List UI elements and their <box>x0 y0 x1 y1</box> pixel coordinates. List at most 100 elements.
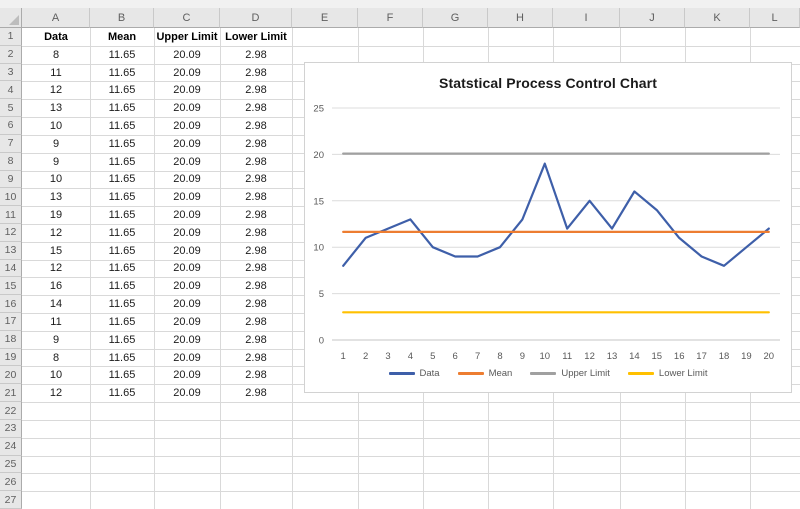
row-header-25[interactable]: 25 <box>0 455 22 474</box>
cell-r12-cA[interactable]: 12 <box>49 226 63 239</box>
legend-item-mean[interactable]: Mean <box>457 368 512 379</box>
cell-r17-cA[interactable]: 11 <box>50 315 62 328</box>
x-axis-tick-label[interactable]: 19 <box>741 351 752 362</box>
cell-r19-cC[interactable]: 20.09 <box>173 351 201 364</box>
row-header-10[interactable]: 10 <box>0 188 22 207</box>
cell-r13-cD[interactable]: 2.98 <box>245 244 267 257</box>
row-header-7[interactable]: 7 <box>0 134 22 153</box>
cell-r4-cC[interactable]: 20.09 <box>173 84 201 97</box>
cell-r18-cD[interactable]: 2.98 <box>245 333 267 346</box>
x-axis-tick-label[interactable]: 4 <box>408 351 413 362</box>
row-header-23[interactable]: 23 <box>0 419 22 438</box>
column-header-A[interactable]: A <box>22 8 90 28</box>
cell-r9-cB[interactable]: 11.65 <box>108 173 136 186</box>
row-header-13[interactable]: 13 <box>0 241 22 260</box>
cell-r15-cA[interactable]: 16 <box>49 280 63 293</box>
cell-r11-cC[interactable]: 20.09 <box>173 209 201 222</box>
series-line-data[interactable] <box>342 162 770 267</box>
row-header-15[interactable]: 15 <box>0 277 22 296</box>
row-header-6[interactable]: 6 <box>0 117 22 135</box>
cell-r11-cB[interactable]: 11.65 <box>108 209 136 222</box>
row-header-1[interactable]: 1 <box>0 28 22 46</box>
cell-r12-cB[interactable]: 11.65 <box>108 226 136 239</box>
row-header-26[interactable]: 26 <box>0 473 22 492</box>
cell-r20-cC[interactable]: 20.09 <box>173 369 201 382</box>
cell-r13-cA[interactable]: 15 <box>49 244 63 257</box>
cell-r6-cC[interactable]: 20.09 <box>173 119 201 132</box>
x-axis-tick-label[interactable]: 10 <box>540 351 551 362</box>
cell-r3-cA[interactable]: 11 <box>50 66 62 79</box>
y-axis-tick-label[interactable]: 20 <box>313 150 324 161</box>
select-all-button[interactable] <box>0 8 22 28</box>
cell-r16-cC[interactable]: 20.09 <box>173 298 201 311</box>
row-header-14[interactable]: 14 <box>0 259 22 278</box>
column-header-F[interactable]: F <box>358 8 423 28</box>
cell-r20-cD[interactable]: 2.98 <box>245 369 267 382</box>
cell-r10-cA[interactable]: 13 <box>49 191 63 204</box>
column-header-D[interactable]: D <box>220 8 292 28</box>
cell-r18-cB[interactable]: 11.65 <box>108 333 136 346</box>
column-header-C[interactable]: C <box>154 8 220 28</box>
cell-r7-cA[interactable]: 9 <box>52 137 60 150</box>
cell-r10-cC[interactable]: 20.09 <box>173 191 201 204</box>
cell-r2-cD[interactable]: 2.98 <box>245 48 267 61</box>
cell-r15-cD[interactable]: 2.98 <box>245 280 267 293</box>
x-axis-tick-label[interactable]: 17 <box>696 351 707 362</box>
x-axis-tick-label[interactable]: 5 <box>430 351 435 362</box>
legend-item-data[interactable]: Data <box>388 368 440 379</box>
cell-r3-cB[interactable]: 11.65 <box>108 66 136 79</box>
y-axis-tick-label[interactable]: 0 <box>319 336 324 347</box>
row-header-19[interactable]: 19 <box>0 348 22 367</box>
row-header-20[interactable]: 20 <box>0 366 22 385</box>
cell-r14-cA[interactable]: 12 <box>49 262 63 275</box>
cell-r7-cB[interactable]: 11.65 <box>108 137 136 150</box>
row-header-3[interactable]: 3 <box>0 63 22 82</box>
x-axis-tick-label[interactable]: 15 <box>652 351 663 362</box>
cell-r10-cD[interactable]: 2.98 <box>245 191 267 204</box>
cell-r11-cA[interactable]: 19 <box>49 209 63 222</box>
cell-r18-cC[interactable]: 20.09 <box>173 333 201 346</box>
cell-r8-cD[interactable]: 2.98 <box>245 155 267 168</box>
cell-r21-cD[interactable]: 2.98 <box>245 387 267 400</box>
row-header-2[interactable]: 2 <box>0 45 22 64</box>
column-header-H[interactable]: H <box>488 8 553 28</box>
x-axis-tick-label[interactable]: 20 <box>764 351 775 362</box>
x-axis-tick-label[interactable]: 13 <box>607 351 618 362</box>
y-axis-tick-label[interactable]: 5 <box>319 289 324 300</box>
cell-r5-cB[interactable]: 11.65 <box>108 102 136 115</box>
legend-item-upper-limit[interactable]: Upper Limit <box>530 368 610 379</box>
cell-r20-cB[interactable]: 11.65 <box>108 369 136 382</box>
cell-r20-cA[interactable]: 10 <box>49 369 63 382</box>
legend-item-lower-limit[interactable]: Lower Limit <box>627 368 708 379</box>
row-header-22[interactable]: 22 <box>0 402 22 420</box>
cell-r12-cC[interactable]: 20.09 <box>173 226 201 239</box>
cell-r5-cD[interactable]: 2.98 <box>245 102 267 115</box>
column-header-L[interactable]: L <box>750 8 800 28</box>
cell-r21-cB[interactable]: 11.65 <box>108 387 136 400</box>
cell-r15-cC[interactable]: 20.09 <box>173 280 201 293</box>
column-header-K[interactable]: K <box>685 8 750 28</box>
cell-r4-cD[interactable]: 2.98 <box>245 84 267 97</box>
cell-r14-cD[interactable]: 2.98 <box>245 262 267 275</box>
x-axis-tick-label[interactable]: 18 <box>719 351 730 362</box>
cell-r16-cD[interactable]: 2.98 <box>245 298 267 311</box>
cell-r19-cB[interactable]: 11.65 <box>108 351 136 364</box>
y-axis-tick-label[interactable]: 10 <box>313 243 324 254</box>
cell-r5-cC[interactable]: 20.09 <box>173 102 201 115</box>
chart-title[interactable]: Statstical Process Control Chart <box>439 75 657 91</box>
cell-r3-cD[interactable]: 2.98 <box>245 66 267 79</box>
cell-r9-cD[interactable]: 2.98 <box>245 173 267 186</box>
cell-r8-cA[interactable]: 9 <box>52 155 60 168</box>
cell-r13-cB[interactable]: 11.65 <box>108 244 136 257</box>
x-axis-tick-label[interactable]: 1 <box>341 351 346 362</box>
cell-r6-cA[interactable]: 10 <box>49 119 63 132</box>
cell-r6-cB[interactable]: 11.65 <box>108 119 136 132</box>
cell-r16-cA[interactable]: 14 <box>49 298 63 311</box>
cell-r2-cC[interactable]: 20.09 <box>173 48 201 61</box>
row-header-8[interactable]: 8 <box>0 152 22 171</box>
row-header-17[interactable]: 17 <box>0 313 22 331</box>
cell-r10-cB[interactable]: 11.65 <box>108 191 136 204</box>
x-axis-tick-label[interactable]: 2 <box>363 351 368 362</box>
column-header-I[interactable]: I <box>553 8 620 28</box>
cell-r5-cA[interactable]: 13 <box>49 102 63 115</box>
